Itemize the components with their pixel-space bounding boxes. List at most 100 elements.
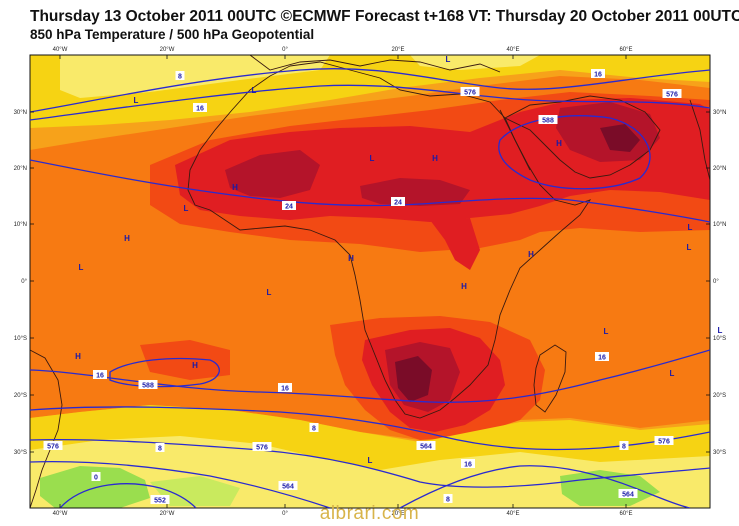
svg-text:8: 8	[312, 426, 316, 433]
svg-text:16: 16	[594, 72, 602, 79]
lon-tick-label: 60°E	[619, 47, 632, 53]
low-pressure-marker: L	[718, 326, 723, 335]
contour-label: 576	[460, 87, 480, 97]
low-pressure-marker: L	[134, 96, 139, 105]
red-sea-coast	[499, 109, 531, 171]
contour-label: 16	[193, 103, 207, 113]
svg-text:564: 564	[282, 484, 294, 491]
low-pressure-marker: L	[670, 369, 675, 378]
south-america-coast	[30, 349, 63, 508]
lat-tick-label: 10°S	[713, 336, 726, 342]
low-pressure-marker: L	[688, 223, 693, 232]
map-frame	[29, 54, 711, 509]
contour-label: 576	[662, 89, 682, 99]
lat-tick-label: 20°N	[14, 166, 27, 172]
high-pressure-marker: H	[556, 139, 562, 148]
lon-tick-label: 20°W	[160, 511, 175, 517]
low-pressure-marker: L	[604, 327, 609, 336]
lat-tick-label: 0°	[21, 279, 27, 285]
lat-tick-label: 0°	[713, 279, 719, 285]
contour-label: 564	[416, 441, 436, 451]
contour-label: 24	[282, 201, 296, 211]
arabia-coast	[503, 95, 661, 179]
lon-tick-label: 20°E	[391, 47, 404, 53]
longitude-ticks-bottom: 40°W 20°W 0° 20°E 40°E 60°E	[53, 504, 633, 517]
lat-tick-label: 20°S	[713, 393, 726, 399]
contour-label: 8	[443, 494, 453, 504]
contour-label: 588	[538, 115, 558, 125]
svg-text:552: 552	[154, 498, 166, 505]
high-pressure-marker: H	[461, 282, 467, 291]
low-pressure-marker: L	[446, 55, 451, 64]
svg-text:576: 576	[658, 439, 670, 446]
contour-label: 8	[619, 441, 629, 451]
svg-text:16: 16	[281, 386, 289, 393]
high-pressure-marker: H	[75, 352, 81, 361]
longitude-ticks-top: 40°W 20°W 0° 20°E 40°E 60°E	[53, 47, 633, 59]
contour-label: 588	[138, 380, 158, 390]
contour-label: 16	[591, 69, 605, 79]
svg-text:8: 8	[158, 446, 162, 453]
contour-label: 8	[175, 71, 185, 81]
lon-tick-label: 0°	[282, 511, 288, 517]
contour-label: 24	[391, 197, 405, 207]
lat-tick-label: 20°S	[14, 393, 27, 399]
svg-text:588: 588	[142, 383, 154, 390]
lon-tick-label: 40°W	[53, 511, 68, 517]
high-pressure-marker: H	[348, 254, 354, 263]
contour-label: 16	[461, 459, 475, 469]
high-pressure-marker: H	[192, 361, 198, 370]
contour-label: 16	[595, 352, 609, 362]
pressure-centres: L L H L H L H H L H L H L L H L H H L L L L	[75, 55, 722, 465]
madagascar-coast	[533, 344, 567, 413]
low-pressure-marker: L	[267, 288, 272, 297]
lat-tick-label: 20°N	[713, 166, 726, 172]
svg-text:16: 16	[598, 355, 606, 362]
lat-tick-label: 30°S	[14, 450, 27, 456]
high-pressure-marker: H	[124, 234, 130, 243]
svg-text:576: 576	[256, 445, 268, 452]
contour-label: 576	[252, 442, 272, 452]
contour-label: 564	[278, 481, 298, 491]
low-pressure-marker: L	[687, 243, 692, 252]
svg-text:576: 576	[666, 92, 678, 99]
svg-text:24: 24	[285, 204, 293, 211]
svg-text:8: 8	[622, 444, 626, 451]
low-pressure-marker: L	[368, 456, 373, 465]
contour-588-north	[498, 115, 651, 190]
lat-tick-label: 10°S	[14, 336, 27, 342]
lat-tick-label: 30°N	[14, 110, 27, 116]
contour-label: 8	[309, 423, 319, 433]
lon-tick-label: 0°	[282, 47, 288, 53]
low-pressure-marker: L	[252, 86, 257, 95]
contour-label: 576	[43, 441, 63, 451]
contour-label: 8	[155, 443, 165, 453]
lon-tick-label: 20°W	[160, 47, 175, 53]
low-pressure-marker: L	[370, 154, 375, 163]
lat-tick-label: 30°N	[713, 110, 726, 116]
latitude-ticks-right: 30°N 20°N 10°N 0° 10°S 20°S 30°S	[706, 110, 726, 456]
cold-green-patch	[40, 466, 150, 508]
svg-text:0: 0	[94, 475, 98, 482]
svg-text:16: 16	[464, 462, 472, 469]
svg-text:576: 576	[47, 444, 59, 451]
coastlines	[30, 55, 710, 508]
svg-text:24: 24	[394, 200, 402, 207]
low-pressure-marker: L	[79, 263, 84, 272]
svg-text:576: 576	[464, 90, 476, 97]
high-pressure-marker: H	[528, 250, 534, 259]
svg-text:8: 8	[446, 497, 450, 504]
watermark: albrari.com	[319, 503, 420, 524]
svg-text:8: 8	[178, 74, 182, 81]
lon-tick-label: 40°E	[506, 511, 519, 517]
lat-tick-label: 30°S	[713, 450, 726, 456]
contour-labels: 8 16 576 16 576 588 24 24 16 588 16 8 16 576 8 564 0 552 5…	[43, 69, 682, 505]
contour-label: 576	[654, 436, 674, 446]
lon-tick-label: 40°W	[53, 47, 68, 53]
low-pressure-marker: L	[184, 204, 189, 213]
india-coast	[689, 99, 710, 181]
forecast-title: Thursday 13 October 2011 00UTC ©ECMWF Fo…	[30, 8, 739, 25]
lon-tick-label: 40°E	[506, 47, 519, 53]
contour-label: 564	[618, 489, 638, 499]
forecast-subtitle: 850 hPa Temperature / 500 hPa Geopotenti…	[30, 27, 315, 42]
